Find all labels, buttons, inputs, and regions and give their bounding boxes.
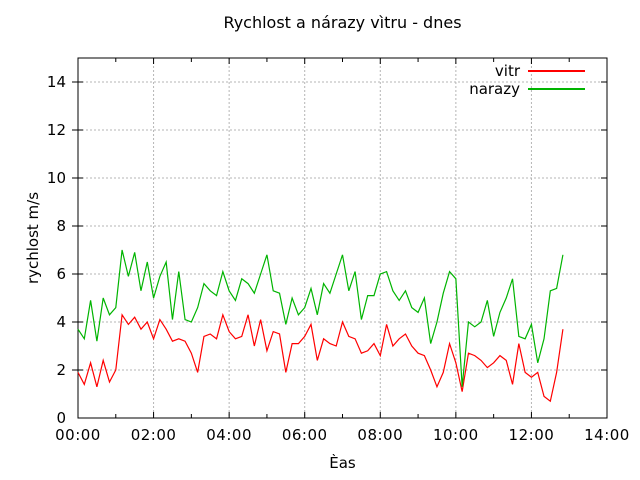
x-tick-label: 04:00: [206, 426, 252, 444]
x-tick-label: 00:00: [55, 426, 101, 444]
x-tick-label: 14:00: [584, 426, 630, 444]
y-tick-label: 4: [56, 313, 66, 331]
y-tick-label: 8: [56, 217, 66, 235]
legend-line-sample-vitr: [528, 70, 585, 72]
legend-label-narazy: narazy: [469, 80, 520, 98]
x-axis-label: Èas: [329, 454, 356, 472]
y-tick-label: 14: [46, 73, 66, 91]
legend-item: vitr: [469, 62, 585, 80]
plot-border: [77, 57, 608, 419]
y-axis-label: rychlost m/s: [24, 191, 42, 285]
y-tick-label: 10: [46, 169, 66, 187]
x-tick-label: 12:00: [508, 426, 555, 444]
y-tick-label: 6: [56, 265, 66, 283]
series-line-vitr: [77, 312, 564, 403]
chart-title: Rychlost a nárazy vìtru - dnes: [223, 13, 462, 32]
y-tick-label: 12: [46, 121, 66, 139]
x-tick-label: 10:00: [432, 426, 479, 444]
series-line-narazy: [77, 249, 564, 387]
x-tick-label: 06:00: [281, 426, 328, 444]
legend-line-sample-narazy: [528, 88, 585, 90]
x-tick-label: 08:00: [357, 426, 404, 444]
legend-label-vitr: vitr: [494, 62, 520, 80]
y-tick-label: 0: [56, 409, 66, 427]
x-tick-label: 02:00: [130, 426, 177, 444]
legend: vitr narazy: [469, 62, 585, 98]
y-tick-label: 2: [56, 361, 66, 379]
legend-item: narazy: [469, 80, 585, 98]
